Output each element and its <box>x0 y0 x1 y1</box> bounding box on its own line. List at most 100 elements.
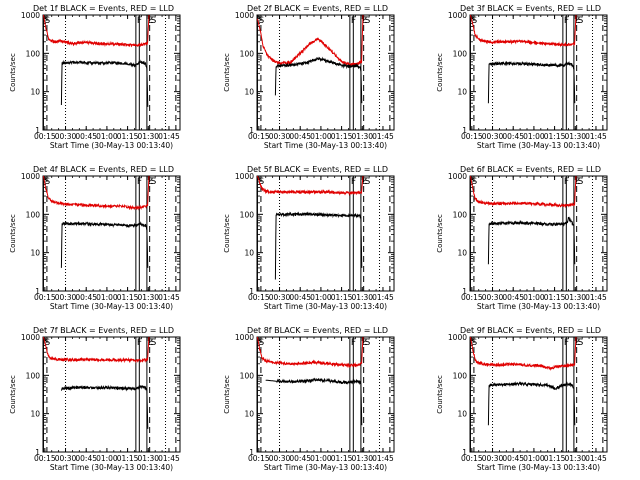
events-series-line <box>487 60 576 104</box>
y-tick-label: 1 <box>249 448 254 457</box>
y-axis-label: Counts/sec <box>223 375 231 414</box>
y-tick-label: 100 <box>453 210 468 219</box>
marker-label: S <box>578 177 584 187</box>
x-axis-label: Start Time (30-May-13 00:13:40) <box>264 302 387 311</box>
y-tick-label: 1000 <box>21 333 40 342</box>
y-tick-label: 1000 <box>448 172 467 181</box>
x-tick-label: 01:30 <box>564 132 586 141</box>
marker-label: E <box>362 16 368 26</box>
x-tick-label: 01:00 <box>523 132 545 141</box>
marker-label: S <box>365 338 371 348</box>
x-tick-label: 00:45 <box>289 132 311 141</box>
x-tick-label: 01:15 <box>544 454 566 463</box>
marker-label: E <box>148 177 154 187</box>
x-tick-label: 00:15 <box>461 454 483 463</box>
x-tick-label: 01:00 <box>310 454 332 463</box>
panel-5: Det 5f BLACK = Events, RED = LLD 1 10 100 10… <box>223 165 395 311</box>
marker-label: S <box>365 177 371 187</box>
y-tick-label: 1000 <box>448 333 467 342</box>
events-series-line <box>274 211 363 280</box>
lld-series-line <box>43 175 150 211</box>
y-tick-label: 1 <box>35 448 40 457</box>
events-series-line <box>265 377 363 426</box>
x-tick-label: 01:30 <box>137 293 159 302</box>
marker-label: S <box>151 16 157 26</box>
lld-series-line <box>470 336 577 371</box>
marker-label: S <box>258 338 264 348</box>
y-tick-label: 1000 <box>235 333 254 342</box>
x-tick-label: 01:30 <box>137 454 159 463</box>
x-tick-label: 01:30 <box>137 132 159 141</box>
x-tick-label: 01:15 <box>117 454 139 463</box>
events-series-line <box>274 56 363 104</box>
x-tick-label: 00:30 <box>55 132 77 141</box>
plot-frame <box>469 14 608 131</box>
x-axis-label: Start Time (30-May-13 00:13:40) <box>50 141 173 150</box>
y-axis-label: Counts/sec <box>9 375 17 414</box>
x-tick-label: 00:30 <box>482 293 504 302</box>
x-tick-label: 00:30 <box>482 132 504 141</box>
x-tick-label: 01:15 <box>544 132 566 141</box>
panel-7: Det 7f BLACK = Events, RED = LLD 1 10 100 10… <box>9 326 181 472</box>
panel-title: Det 4f BLACK = Events, RED = LLD <box>33 165 174 174</box>
y-tick-label: 100 <box>26 371 41 380</box>
x-axis-label: Start Time (30-May-13 00:13:40) <box>50 463 173 472</box>
lld-series-line <box>257 336 364 368</box>
events-series-line <box>60 220 149 268</box>
x-tick-label: 00:45 <box>502 454 524 463</box>
plot-frame <box>42 14 181 131</box>
x-tick-label: 01:30 <box>351 293 373 302</box>
y-tick-label: 100 <box>453 371 468 380</box>
marker-label: E <box>575 177 581 187</box>
y-tick-label: 1000 <box>21 11 40 20</box>
x-tick-label: 01:15 <box>331 132 353 141</box>
panel-2: Det 2f BLACK = Events, RED = LLD 1 10 100 10… <box>223 4 395 150</box>
y-tick-label: 100 <box>240 210 255 219</box>
x-tick-label: 01:45 <box>585 454 607 463</box>
marker-label: S <box>258 16 264 26</box>
y-tick-label: 1 <box>35 126 40 135</box>
plot-frame <box>256 336 395 453</box>
panel-title: Det 7f BLACK = Events, RED = LLD <box>33 326 174 335</box>
y-axis-label: Counts/sec <box>436 53 444 92</box>
x-tick-label: 00:45 <box>75 293 97 302</box>
x-tick-label: 01:30 <box>351 132 373 141</box>
panel-title: Det 5f BLACK = Events, RED = LLD <box>247 165 388 174</box>
panel-8: Det 8f BLACK = Events, RED = LLD 1 10 100 10… <box>223 326 395 472</box>
x-tick-label: 01:45 <box>158 454 180 463</box>
marker-label: E <box>148 16 154 26</box>
lld-series-line <box>43 336 150 364</box>
plot-frame <box>256 14 395 131</box>
marker-label: S <box>151 338 157 348</box>
x-tick-label: 00:15 <box>248 293 270 302</box>
events-series-line <box>60 59 149 107</box>
x-tick-label: 01:45 <box>585 132 607 141</box>
marker-label: E <box>362 177 368 187</box>
x-tick-label: 00:30 <box>482 454 504 463</box>
y-tick-label: 100 <box>26 49 41 58</box>
y-tick-label: 1 <box>249 287 254 296</box>
x-axis-label: Start Time (30-May-13 00:13:40) <box>264 141 387 150</box>
x-tick-label: 01:45 <box>158 293 180 302</box>
x-tick-label: 00:30 <box>269 132 291 141</box>
y-tick-label: 100 <box>453 49 468 58</box>
y-tick-label: 10 <box>244 88 254 97</box>
y-tick-label: 10 <box>30 88 40 97</box>
marker-label: S <box>258 177 264 187</box>
x-tick-label: 00:15 <box>34 454 56 463</box>
marker-label: S <box>471 338 477 348</box>
panel-6: Det 6f BLACK = Events, RED = LLD 1 10 100 10… <box>436 165 608 311</box>
y-tick-label: 10 <box>30 410 40 419</box>
x-tick-label: 01:15 <box>544 293 566 302</box>
x-tick-label: 01:15 <box>331 293 353 302</box>
x-tick-label: 00:30 <box>55 454 77 463</box>
x-tick-label: 00:15 <box>34 293 56 302</box>
y-axis-label: Counts/sec <box>223 214 231 253</box>
marker-label: S <box>578 16 584 26</box>
x-tick-label: 01:00 <box>310 293 332 302</box>
x-tick-label: 00:15 <box>248 454 270 463</box>
x-tick-label: 01:45 <box>585 293 607 302</box>
marker-label: S <box>44 177 50 187</box>
x-tick-label: 01:45 <box>372 132 394 141</box>
lld-series-line <box>43 14 150 48</box>
